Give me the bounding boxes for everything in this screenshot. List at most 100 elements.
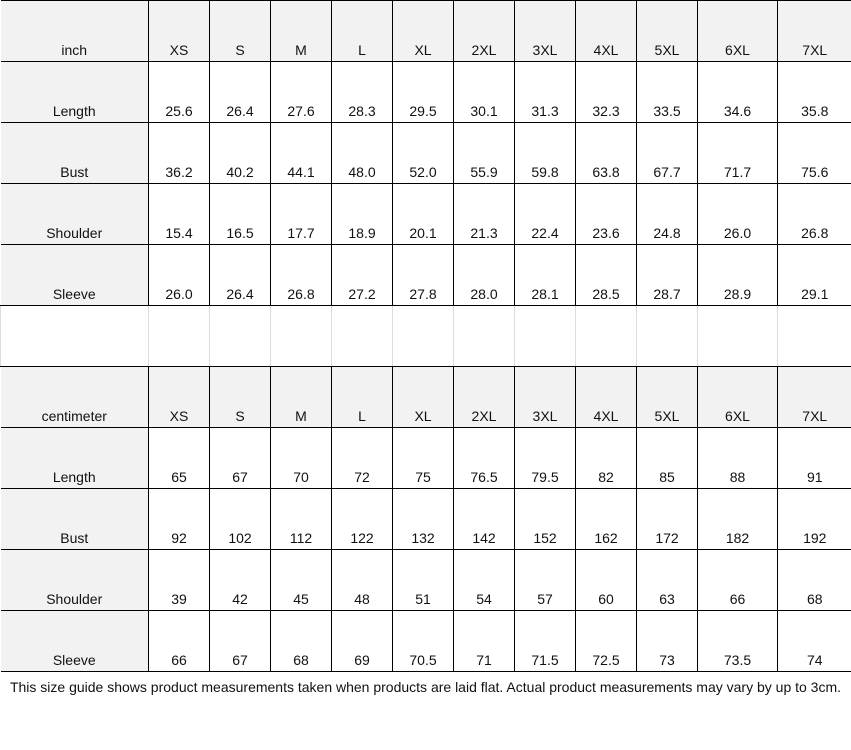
- measurement-value: 18.9: [331, 183, 393, 245]
- size-header: XL: [392, 0, 454, 62]
- table-row: Shoulder 15.4 16.5 17.7 18.9 20.1 21.3 22.4 23.6…: [0, 183, 851, 245]
- table-row: Sleeve 26.0 26.4 26.8 27.2 27.8 28.0 28.1 28.5 28…: [0, 244, 851, 306]
- measurement-value: 23.6: [575, 183, 637, 245]
- empty-cell: [270, 305, 332, 367]
- size-guide-note: This size guide shows product measuremen…: [9, 679, 842, 695]
- measurement-value: 69: [331, 610, 393, 672]
- measurement-value: 42: [209, 549, 271, 611]
- table-row: Length 65 67 70 72 75 76.5 79.5 82 85 88 91: [0, 427, 851, 489]
- measurement-value: 39: [148, 549, 210, 611]
- measurement-label: Shoulder: [0, 549, 149, 611]
- size-header: 3XL: [514, 366, 576, 428]
- measurement-value: 26.8: [270, 244, 332, 306]
- measurement-value: 75.6: [777, 122, 851, 184]
- measurement-value: 72.5: [575, 610, 637, 672]
- measurement-value: 27.2: [331, 244, 393, 306]
- size-header: L: [331, 366, 393, 428]
- measurement-value: 65: [148, 427, 210, 489]
- measurement-value: 57: [514, 549, 576, 611]
- size-header: M: [270, 366, 332, 428]
- measurement-value: 112: [270, 488, 332, 550]
- size-header: XL: [392, 366, 454, 428]
- measurement-value: 71.7: [697, 122, 778, 184]
- empty-cell: [209, 305, 271, 367]
- unit-label: inch: [0, 0, 149, 62]
- empty-cell: [636, 305, 698, 367]
- measurement-value: 88: [697, 427, 778, 489]
- measurement-value: 48: [331, 549, 393, 611]
- measurement-value: 20.1: [392, 183, 454, 245]
- measurement-value: 122: [331, 488, 393, 550]
- table-row: Shoulder 39 42 45 48 51 54 57 60 63 66 68: [0, 549, 851, 611]
- measurement-value: 17.7: [270, 183, 332, 245]
- measurement-value: 73: [636, 610, 698, 672]
- measurement-label: Bust: [0, 122, 149, 184]
- measurement-value: 68: [270, 610, 332, 672]
- measurement-value: 22.4: [514, 183, 576, 245]
- measurement-value: 60: [575, 549, 637, 611]
- measurement-label: Sleeve: [0, 610, 149, 672]
- measurement-value: 52.0: [392, 122, 454, 184]
- measurement-value: 40.2: [209, 122, 271, 184]
- table-row: Length 25.6 26.4 27.6 28.3 29.5 30.1 31.3 32.3 33…: [0, 61, 851, 123]
- size-header: XS: [148, 366, 210, 428]
- measurement-label: Shoulder: [0, 183, 149, 245]
- measurement-value: 172: [636, 488, 698, 550]
- measurement-value: 32.3: [575, 61, 637, 123]
- measurement-value: 102: [209, 488, 271, 550]
- size-header: 5XL: [636, 0, 698, 62]
- measurement-value: 26.4: [209, 244, 271, 306]
- measurement-value: 28.9: [697, 244, 778, 306]
- size-header: 7XL: [777, 366, 851, 428]
- measurement-value: 76.5: [453, 427, 515, 489]
- measurement-value: 75: [392, 427, 454, 489]
- measurement-value: 26.0: [148, 244, 210, 306]
- size-header: 4XL: [575, 0, 637, 62]
- size-header: M: [270, 0, 332, 62]
- measurement-value: 27.6: [270, 61, 332, 123]
- measurement-value: 29.5: [392, 61, 454, 123]
- measurement-label: Bust: [0, 488, 149, 550]
- measurement-value: 71: [453, 610, 515, 672]
- empty-cell: [777, 305, 851, 367]
- unit-label: centimeter: [0, 366, 149, 428]
- measurement-value: 28.7: [636, 244, 698, 306]
- measurement-value: 66: [697, 549, 778, 611]
- measurement-value: 44.1: [270, 122, 332, 184]
- empty-cell: [148, 305, 210, 367]
- measurement-value: 66: [148, 610, 210, 672]
- measurement-value: 55.9: [453, 122, 515, 184]
- size-header: S: [209, 366, 271, 428]
- measurement-value: 54: [453, 549, 515, 611]
- measurement-value: 45: [270, 549, 332, 611]
- measurement-value: 85: [636, 427, 698, 489]
- measurement-value: 92: [148, 488, 210, 550]
- size-header: 2XL: [453, 0, 515, 62]
- measurement-value: 152: [514, 488, 576, 550]
- size-header: 5XL: [636, 366, 698, 428]
- spacer-row: [0, 305, 851, 367]
- inch-header-row: inch XS S M L XL 2XL 3XL 4XL 5XL 6XL 7XL: [0, 0, 851, 62]
- size-header: 2XL: [453, 366, 515, 428]
- measurement-value: 72: [331, 427, 393, 489]
- measurement-value: 27.8: [392, 244, 454, 306]
- measurement-value: 29.1: [777, 244, 851, 306]
- size-header: 7XL: [777, 0, 851, 62]
- measurement-label: Length: [0, 427, 149, 489]
- table-row: Bust 92 102 112 122 132 142 152 162 172 182 192: [0, 488, 851, 550]
- measurement-value: 68: [777, 549, 851, 611]
- empty-cell: [575, 305, 637, 367]
- measurement-value: 132: [392, 488, 454, 550]
- measurement-value: 15.4: [148, 183, 210, 245]
- size-header: 4XL: [575, 366, 637, 428]
- measurement-value: 70: [270, 427, 332, 489]
- measurement-value: 16.5: [209, 183, 271, 245]
- measurement-value: 79.5: [514, 427, 576, 489]
- measurement-value: 26.8: [777, 183, 851, 245]
- empty-cell: [514, 305, 576, 367]
- size-header: 6XL: [697, 366, 778, 428]
- measurement-label: Length: [0, 61, 149, 123]
- measurement-value: 26.4: [209, 61, 271, 123]
- measurement-value: 28.3: [331, 61, 393, 123]
- measurement-value: 63: [636, 549, 698, 611]
